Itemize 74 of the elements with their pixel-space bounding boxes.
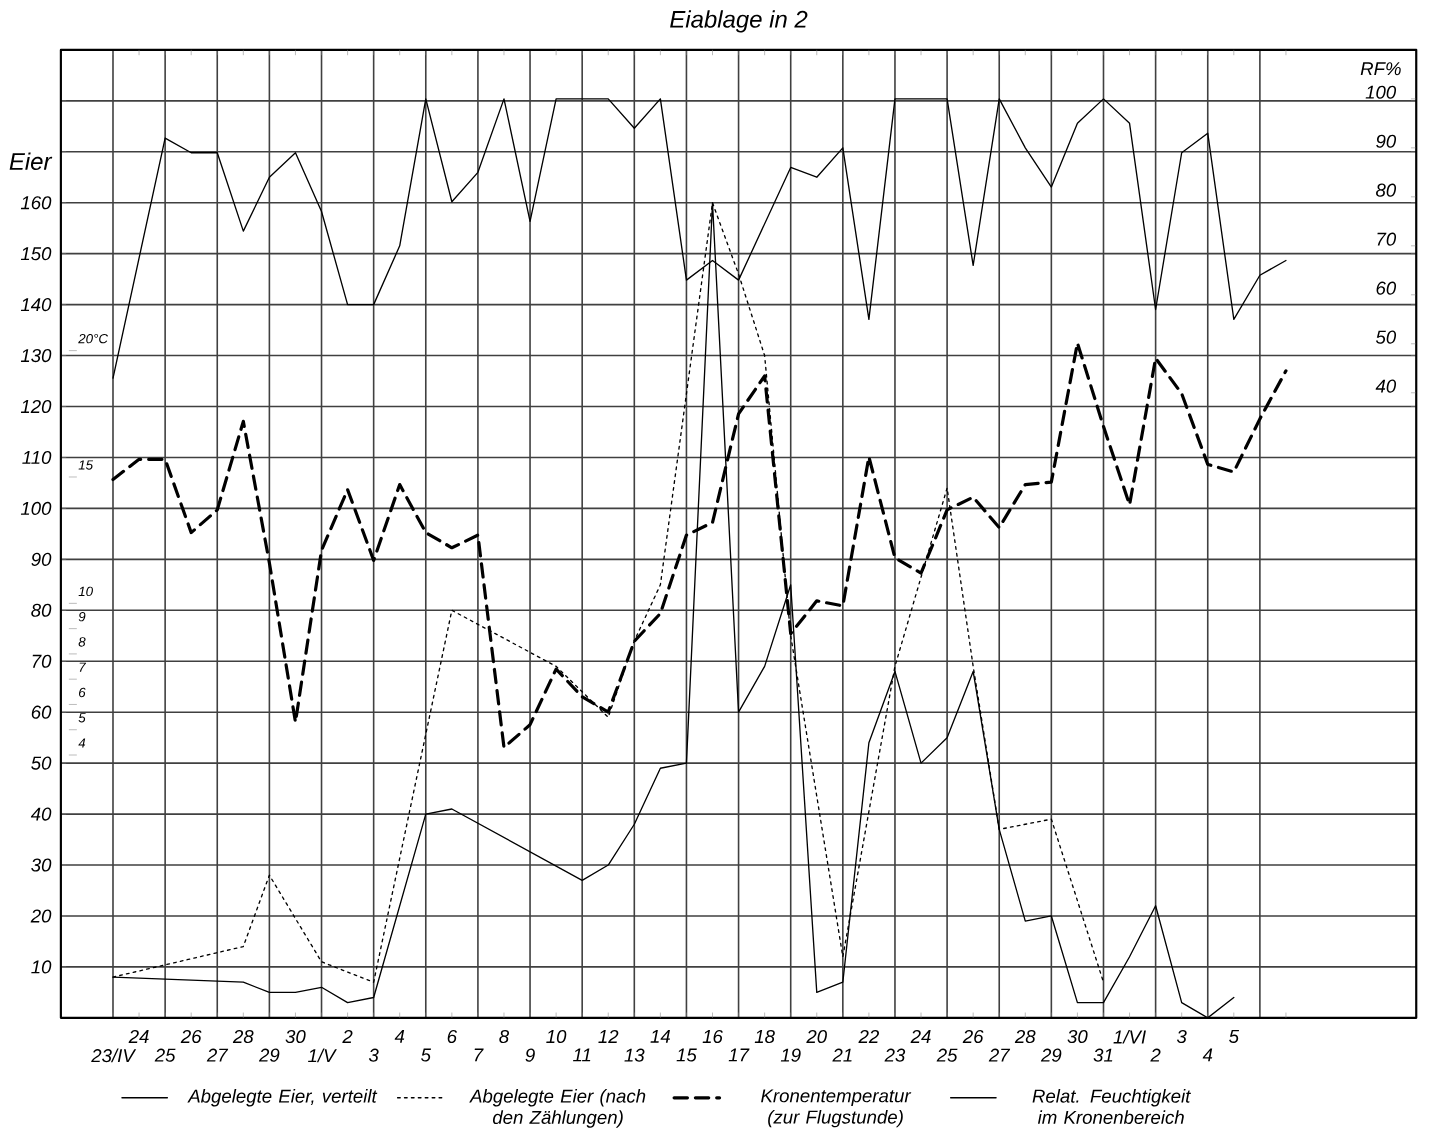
- y-tick-label: 120: [20, 400, 52, 414]
- legend-label: Abgelegte Eier (nach den Zählungen): [469, 1089, 646, 1128]
- x-tick-label: 29: [1040, 1048, 1062, 1062]
- x-tick-label: 3: [1176, 1030, 1187, 1044]
- y2-tick-label: 60: [1376, 281, 1397, 295]
- x-tick-label: 7: [474, 1048, 484, 1062]
- y2-tick-label: 100: [1365, 85, 1397, 99]
- x-tick-label: 13: [624, 1048, 645, 1062]
- x-tick-label: 2: [342, 1030, 353, 1044]
- x-tick-label: 24: [910, 1030, 931, 1044]
- y-tick-label: 150: [20, 247, 52, 261]
- x-tick-label: 11: [573, 1048, 591, 1062]
- y-tick-label: 140: [20, 298, 52, 312]
- y-tick-label: 60: [31, 705, 52, 719]
- y-tick-label: 30: [31, 858, 52, 872]
- y-tick-label: 50: [31, 756, 52, 770]
- x-tick-label: 14: [650, 1030, 671, 1043]
- x-tick-label: 17: [728, 1048, 750, 1062]
- x-tick-label: 20: [806, 1030, 827, 1044]
- y-tick-label: 90: [31, 552, 52, 567]
- x-tick-label: 23: [884, 1048, 906, 1062]
- x-tick-label: 23/IV: [91, 1048, 137, 1063]
- y2-tick-label: 40: [1375, 379, 1397, 393]
- x-tick-label: 5: [1229, 1030, 1240, 1044]
- x-tick-label: 24: [128, 1030, 149, 1044]
- x-tick-label: 18: [754, 1030, 775, 1044]
- x-tick-label: 4: [1202, 1048, 1213, 1062]
- x-tick-label: 8: [499, 1030, 510, 1044]
- y2-tick-label: 50: [1375, 330, 1397, 344]
- x-tick-label: 25: [936, 1048, 958, 1062]
- y-tick-label: 70: [32, 654, 52, 669]
- legend-label: Abgelegte Eier, verteilt: [187, 1089, 378, 1107]
- x-tick-label: 4: [394, 1030, 405, 1043]
- y2-tick-label: 70: [1377, 232, 1397, 246]
- x-tick-label: 29: [258, 1048, 280, 1062]
- x-tick-label: 2: [1150, 1048, 1161, 1062]
- x-tick-label: 5: [421, 1048, 431, 1062]
- y2-axis-title: RF%: [1360, 62, 1401, 76]
- y2-tick-label: 90: [1376, 134, 1397, 148]
- y-tick-label: 20: [30, 909, 52, 923]
- x-tick-label: 1/V: [308, 1048, 337, 1063]
- legend-label: Relat. Feuchtigkeit im Kronenbereich: [1032, 1089, 1191, 1125]
- x-tick-label: 26: [962, 1030, 984, 1044]
- x-tick-label: 28: [1014, 1030, 1036, 1044]
- x-tick-label: 27: [988, 1048, 1011, 1062]
- y-tick-label: 160: [20, 196, 52, 210]
- y-axis-title: Eier: [9, 152, 53, 171]
- x-tick-label: 6: [447, 1030, 458, 1044]
- legend-label: Kronentemperatur (zur Flugstunde): [761, 1089, 912, 1128]
- x-tick-label: 12: [598, 1030, 619, 1044]
- x-tick-label: 26: [180, 1030, 202, 1044]
- x-tick-label: 28: [232, 1030, 254, 1044]
- x-tick-label: 27: [206, 1048, 229, 1062]
- x-tick-label: 19: [780, 1048, 801, 1062]
- y-tick-label: 10: [31, 960, 52, 974]
- y-tick-label: 40: [30, 807, 52, 821]
- x-tick-label: 15: [676, 1048, 697, 1062]
- x-tick-label: 3: [368, 1048, 379, 1062]
- x-tick-label: 9: [525, 1048, 535, 1062]
- y2-tick-label: 80: [1376, 183, 1397, 197]
- x-tick-label: 22: [858, 1030, 879, 1044]
- x-tick-label: 21: [832, 1048, 852, 1062]
- chart-title: Eiablage in 2: [670, 10, 808, 33]
- x-tick-label: 30: [1067, 1030, 1088, 1044]
- y-tick-label: 130: [20, 349, 52, 363]
- x-tick-label: 1/VI: [1113, 1030, 1146, 1044]
- x-tick-label: 30: [285, 1030, 306, 1044]
- x-tick-label: 10: [546, 1030, 567, 1044]
- y-tick-label: 100: [20, 502, 52, 516]
- x-tick-label: 31: [1093, 1048, 1113, 1062]
- y-tick-label: 80: [31, 603, 52, 618]
- y-tick-label: 110: [22, 451, 52, 465]
- x-tick-label: 16: [702, 1030, 723, 1044]
- x-tick-label: 25: [154, 1048, 176, 1062]
